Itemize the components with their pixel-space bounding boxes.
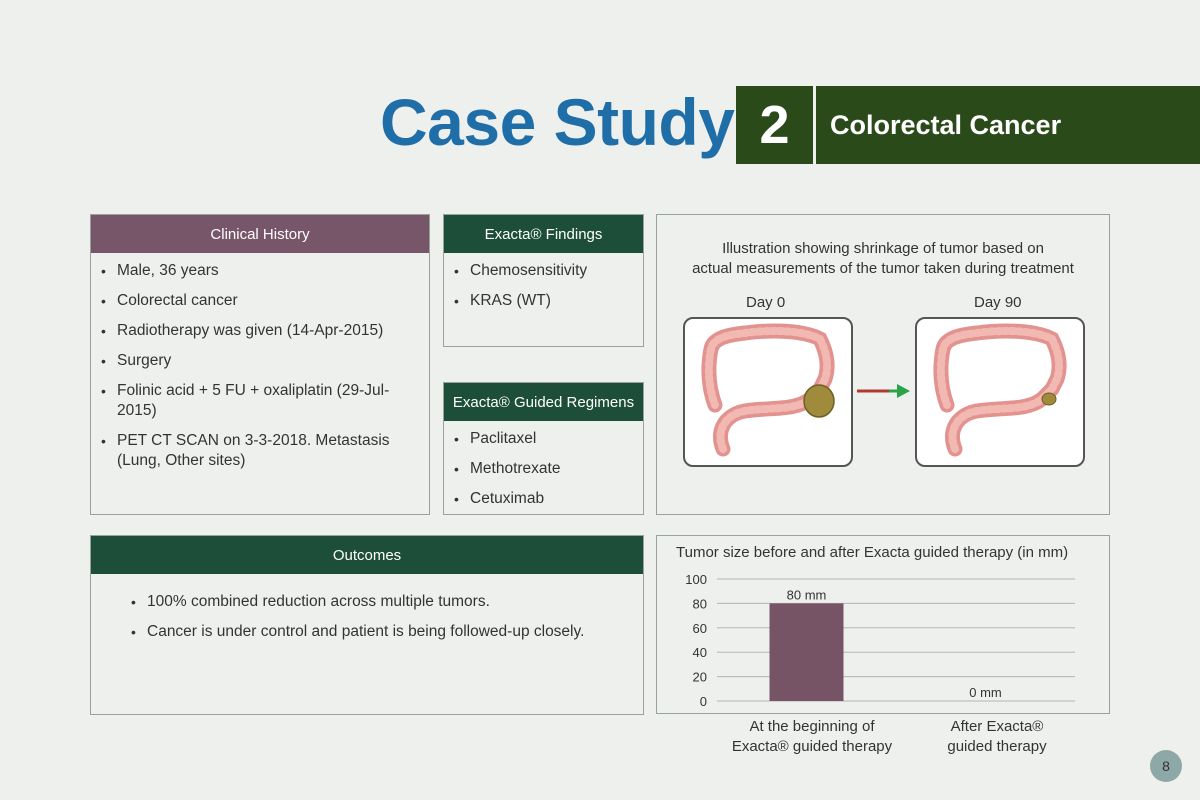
caption-line-1: Illustration showing shrinkage of tumor … <box>722 240 1044 257</box>
list-item: Paclitaxel <box>454 429 633 449</box>
page-number: 8 <box>1150 750 1182 782</box>
x-tick-label-1-line-2: guided therapy <box>947 738 1047 755</box>
list-item: 100% combined reduction across multiple … <box>131 592 619 612</box>
outcomes-panel: Outcomes 100% combined reduction across … <box>90 535 644 715</box>
list-item: Male, 36 years <box>101 261 419 281</box>
clinical-history-list: Male, 36 years Colorectal cancer Radioth… <box>91 253 429 471</box>
list-item: Folinic acid + 5 FU + oxaliplatin (29-Ju… <box>101 381 419 421</box>
list-item: Methotrexate <box>454 459 633 479</box>
list-item: Radiotherapy was given (14-Apr-2015) <box>101 321 419 341</box>
regimens-list: Paclitaxel Methotrexate Cetuximab <box>444 421 643 509</box>
x-tick-label-0-line-1: At the beginning of <box>749 718 875 735</box>
colon-day90-image <box>915 317 1085 467</box>
arrow-icon <box>857 384 910 398</box>
x-tick-label-1: After Exacta® guided therapy <box>907 717 1087 757</box>
findings-list: Chemosensitivity KRAS (WT) <box>444 253 643 311</box>
case-number-badge: 2 <box>736 86 813 164</box>
case-subtitle: Colorectal Cancer <box>816 86 1200 164</box>
colon-day0-image <box>683 317 853 467</box>
page-title: Case Study <box>380 85 735 159</box>
list-item: Cetuximab <box>454 489 633 509</box>
x-tick-label-0: At the beginning of Exacta® guided thera… <box>722 717 902 757</box>
y-tick-label: 40 <box>693 645 707 660</box>
list-item: Cancer is under control and patient is b… <box>131 622 619 642</box>
day-end-label: Day 90 <box>974 294 1022 311</box>
day-start-label: Day 0 <box>746 294 786 311</box>
findings-heading: Exacta® Findings <box>444 215 643 253</box>
data-label: 80 mm <box>787 587 827 602</box>
clinical-history-panel: Clinical History Male, 36 years Colorect… <box>90 214 430 515</box>
colon-day0-drawing <box>701 323 835 457</box>
y-tick-label: 80 <box>693 596 707 611</box>
list-item: Chemosensitivity <box>454 261 633 281</box>
illustration-caption: Illustration showing shrinkage of tumor … <box>657 239 1109 279</box>
regimens-panel: Exacta® Guided Regimens Paclitaxel Metho… <box>443 382 644 515</box>
x-tick-label-0-line-2: Exacta® guided therapy <box>731 738 893 755</box>
list-item: Colorectal cancer <box>101 291 419 311</box>
case-subtitle-text: Colorectal Cancer <box>830 109 1062 140</box>
findings-panel: Exacta® Findings Chemosensitivity KRAS (… <box>443 214 644 347</box>
list-item: KRAS (WT) <box>454 291 633 311</box>
x-tick-label-1-line-1: After Exacta® <box>950 718 1044 735</box>
chart-panel: Tumor size before and after Exacta guide… <box>656 535 1110 714</box>
y-tick-label: 60 <box>693 621 707 636</box>
colon-day90-drawing <box>933 323 1067 457</box>
regimens-heading: Exacta® Guided Regimens <box>444 383 643 421</box>
illustration-panel: Illustration showing shrinkage of tumor … <box>656 214 1110 515</box>
bar-chart: 0 20 40 60 80 100 80 mm 0 mm <box>685 572 1075 709</box>
list-item: Surgery <box>101 351 419 371</box>
bar <box>769 603 844 701</box>
clinical-history-heading: Clinical History <box>91 215 429 253</box>
outcomes-list: 100% combined reduction across multiple … <box>91 574 643 642</box>
y-tick-label: 100 <box>685 572 707 587</box>
y-tick-label: 20 <box>693 670 707 685</box>
chart-title: Tumor size before and after Exacta guide… <box>676 544 1069 561</box>
data-label: 0 mm <box>969 685 1002 700</box>
outcomes-heading: Outcomes <box>91 536 643 574</box>
caption-line-2: actual measurements of the tumor taken d… <box>692 260 1074 277</box>
y-tick-label: 0 <box>700 694 707 709</box>
list-item: PET CT SCAN on 3-3-2018. Metastasis (Lun… <box>101 431 419 471</box>
